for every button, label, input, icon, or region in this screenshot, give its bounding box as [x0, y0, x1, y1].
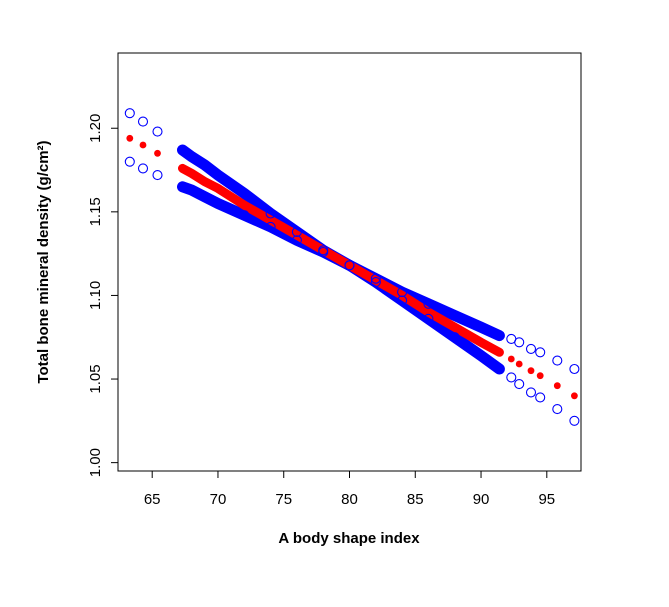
lower-ci-point [514, 379, 525, 390]
x-tick-label: 75 [275, 491, 292, 508]
upper-ci-point [137, 116, 149, 127]
lower-ci-point [449, 332, 460, 343]
upper-ci-point [397, 287, 408, 298]
fit-point [179, 165, 186, 172]
upper-ci-point [525, 343, 537, 354]
y-axis-title: Total bone mineral density (g/cm²) [35, 140, 52, 383]
y-tick-label: 1.10 [87, 281, 104, 310]
x-tick-label: 90 [473, 491, 490, 508]
lower-ci-point [137, 163, 149, 174]
fit-point [372, 277, 380, 284]
lower-ci-point [494, 363, 505, 375]
fit-point [425, 308, 432, 316]
lower-ci-point [177, 181, 188, 192]
lower-ci-line [177, 181, 505, 375]
fit-point [451, 323, 459, 331]
upper-ci-point [475, 322, 487, 333]
fit-point [188, 170, 196, 177]
fit-point [346, 261, 353, 269]
x-axis-title: A body shape index [278, 530, 420, 547]
lower-ci-point [212, 198, 224, 209]
lower-ci-point [370, 277, 381, 288]
x-tick-label: 85 [407, 491, 424, 508]
upper-ci-point [239, 188, 250, 199]
y-tick-label: 1.00 [87, 448, 104, 477]
upper-ci-point [370, 273, 381, 284]
x-tick-label: 65 [144, 491, 161, 508]
fit-line-path [178, 163, 504, 357]
upper-ci-point [423, 298, 434, 309]
lower-ci-point [475, 350, 487, 361]
lower-ci-point [535, 392, 546, 403]
fit-point [496, 348, 503, 356]
lower-ci-point [199, 191, 210, 202]
fit-point [553, 382, 561, 390]
fit-point [214, 185, 222, 192]
lower-ci-point [423, 313, 434, 324]
upper-ci-point [569, 363, 580, 375]
fit-point [477, 338, 485, 346]
y-axis: 1.00 1.05 1.10 1.15 1.20 [87, 114, 119, 477]
upper-ci-point [265, 208, 276, 219]
data-points [124, 108, 580, 426]
upper-ci-point [212, 170, 224, 181]
lower-ci-point [318, 246, 329, 258]
fit-point [398, 292, 406, 299]
fit-point [507, 355, 515, 363]
upper-ci-line [177, 144, 505, 342]
fit-point [154, 149, 161, 157]
fit-point [527, 367, 535, 375]
upper-ci-point [124, 108, 135, 119]
upper-ci-point [449, 310, 460, 321]
lower-ci-point [291, 235, 302, 246]
upper-ci-point [552, 355, 563, 366]
lower-ci-point [552, 404, 563, 415]
lower-ci-point [397, 295, 408, 306]
y-tick-label: 1.15 [87, 197, 104, 226]
fit-point [139, 141, 147, 149]
fit-point [126, 134, 134, 142]
upper-ci-point [152, 126, 163, 137]
lower-ci-point [124, 156, 135, 167]
lower-ci-point [569, 415, 580, 426]
fit-point [267, 216, 274, 224]
upper-ci-point [514, 337, 525, 348]
lower-ci-point [344, 260, 355, 271]
x-tick-label: 70 [210, 491, 227, 508]
fit-point [293, 231, 301, 239]
fit-point [536, 372, 544, 380]
upper-ci-point [494, 330, 505, 341]
y-tick-label: 1.05 [87, 364, 104, 393]
x-tick-label: 80 [341, 491, 358, 508]
fit-point [571, 392, 578, 400]
lower-ci-point [239, 210, 250, 221]
x-axis: 65 70 75 80 85 90 95 [144, 470, 555, 508]
upper-ci-point [199, 159, 210, 171]
lower-ci-point [506, 372, 517, 383]
fit-point [319, 246, 327, 254]
fit-point [515, 360, 523, 368]
upper-ci-point [535, 347, 546, 358]
y-tick-label: 1.20 [87, 114, 104, 143]
fit-point [240, 201, 248, 209]
lower-ci-point [265, 221, 276, 232]
lower-ci-point [525, 387, 537, 398]
upper-ci-point [186, 151, 197, 162]
fit-point [201, 178, 209, 186]
lower-ci-point [186, 185, 197, 196]
upper-ci-point [291, 226, 302, 237]
fit-line [178, 163, 504, 357]
lower-ci-point [152, 170, 163, 181]
x-tick-label: 95 [538, 491, 555, 508]
upper-ci-point [177, 144, 188, 156]
